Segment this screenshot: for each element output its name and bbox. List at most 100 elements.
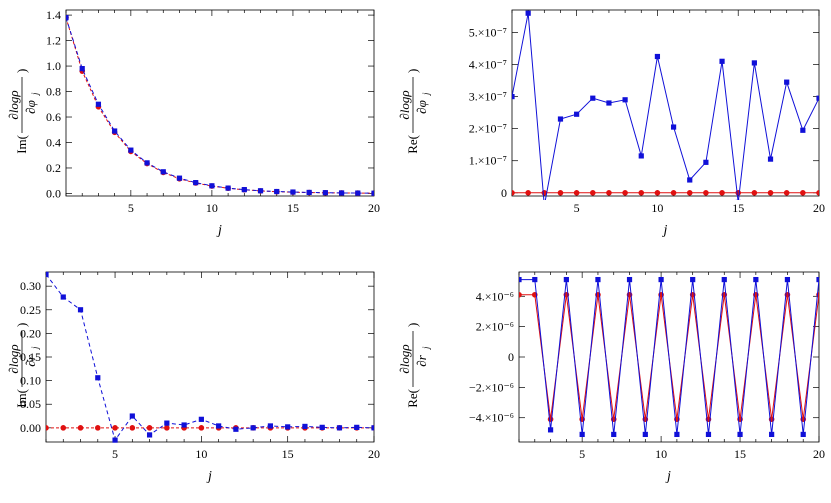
- y-label-subscript: j: [421, 92, 431, 96]
- data-point: [767, 189, 774, 196]
- data-point: [595, 276, 601, 283]
- y-axis-label: Re(∂logρ ∂r j): [397, 323, 431, 408]
- data-point: [622, 189, 628, 196]
- data-point: [60, 425, 67, 431]
- data-point: [654, 53, 661, 60]
- y-tick-label: 0.30: [20, 279, 41, 293]
- data-point: [735, 189, 742, 196]
- y-label-numerator: ∂logρ: [397, 90, 412, 119]
- data-point: [670, 189, 677, 196]
- data-point: [512, 189, 515, 196]
- y-axis-label: Re(∂logρ ∂φ j): [397, 69, 431, 154]
- data-point: [573, 189, 580, 196]
- data-point: [579, 431, 585, 438]
- y-tick-label: 4.×10⁻⁷: [469, 58, 507, 72]
- x-tick-label: 10: [651, 201, 663, 215]
- data-point: [658, 276, 664, 283]
- data-point: [306, 189, 312, 196]
- data-point: [703, 189, 709, 196]
- y-tick-label: 0.4: [46, 135, 61, 149]
- data-point: [290, 189, 296, 195]
- y-tick-label: 0.05: [20, 397, 41, 411]
- data-point: [285, 424, 291, 430]
- data-point: [519, 291, 522, 298]
- y-tick-label: 0.20: [20, 326, 41, 340]
- x-tick-label: 20: [368, 447, 380, 461]
- data-point: [686, 189, 693, 196]
- data-point: [46, 271, 49, 277]
- data-point: [542, 203, 547, 208]
- y-tick-label: 1.0: [46, 59, 61, 73]
- data-point: [800, 127, 806, 133]
- y-label-denominator: ∂φ: [23, 100, 38, 114]
- x-tick-label: 15: [287, 201, 299, 215]
- data-point: [590, 95, 596, 101]
- data-point: [753, 276, 759, 283]
- y-tick-label: 1.×10⁻⁷: [469, 154, 507, 168]
- y-label-function: Re(: [405, 389, 420, 408]
- data-point: [557, 189, 564, 196]
- data-point: [525, 10, 531, 16]
- x-tick-label: 15: [282, 447, 294, 461]
- plot-frame: [45, 271, 375, 443]
- data-point: [112, 437, 118, 443]
- x-tick-label: 15: [734, 447, 746, 461]
- data-point: [94, 425, 101, 431]
- data-point: [319, 424, 325, 430]
- data-point: [164, 425, 170, 431]
- data-point: [257, 188, 264, 194]
- y-label-subscript: j: [30, 92, 40, 96]
- y-tick-label: 2.×10⁻⁷: [469, 122, 507, 136]
- x-axis-label: j: [206, 469, 212, 484]
- data-point: [274, 188, 280, 195]
- data-point: [267, 423, 274, 429]
- data-point: [638, 189, 645, 196]
- x-tick-label: 20: [368, 201, 380, 215]
- y-label-numerator: ∂logρ: [397, 344, 412, 373]
- data-point: [687, 177, 693, 183]
- plot-frame: [65, 9, 375, 197]
- data-point: [198, 425, 205, 431]
- x-axis-label: j: [662, 223, 668, 238]
- data-point: [751, 60, 757, 66]
- chart-1: 5 10 15 20 j 0.0 0.2 0.4 0.6 0.8 1.0 1.2 1.4 Im(∂logρ…: [6, 8, 380, 238]
- data-point: [164, 420, 170, 426]
- data-point: [719, 58, 725, 64]
- y-tick-label: 0: [501, 186, 507, 200]
- data-point: [626, 276, 633, 283]
- y-tick-label: 1.2: [46, 34, 61, 48]
- x-tick-label: 5: [574, 201, 580, 215]
- data-point: [703, 159, 709, 165]
- data-point: [60, 294, 66, 300]
- data-point: [611, 431, 617, 438]
- data-point: [737, 431, 743, 438]
- data-point: [146, 432, 153, 438]
- data-point: [816, 276, 819, 283]
- data-point: [225, 185, 231, 191]
- y-axis-label: Im(∂logρ ∂r j): [6, 323, 40, 408]
- data-point: [705, 431, 712, 438]
- series-1: [66, 15, 374, 196]
- y-tick-label: 0.8: [46, 85, 61, 99]
- data-point: [129, 413, 135, 419]
- data-point: [519, 276, 522, 283]
- data-point: [209, 183, 215, 189]
- x-axis-label: j: [216, 223, 222, 238]
- data-point: [233, 426, 239, 432]
- data-point: [574, 111, 580, 117]
- y-label-close: ): [14, 69, 29, 73]
- data-point: [112, 425, 118, 431]
- x-tick-label: 20: [813, 201, 825, 215]
- data-point: [336, 425, 343, 431]
- data-point: [144, 160, 150, 166]
- chart-4: 5 10 15 20 j −4.×10⁻⁶ −2.×10⁻⁶ 0 2.×10⁻⁶ 4.×10⁻⁶ R…: [397, 271, 825, 484]
- x-tick-label: 15: [732, 201, 744, 215]
- y-label-subscript: j: [421, 346, 431, 350]
- data-point: [176, 175, 183, 181]
- x-tick-label: 20: [813, 447, 825, 461]
- data-point: [146, 425, 153, 431]
- data-point: [198, 416, 204, 422]
- y-tick-label: −4.×10⁻⁶: [469, 411, 514, 425]
- data-point: [77, 425, 84, 431]
- x-tick-label: 5: [128, 201, 134, 215]
